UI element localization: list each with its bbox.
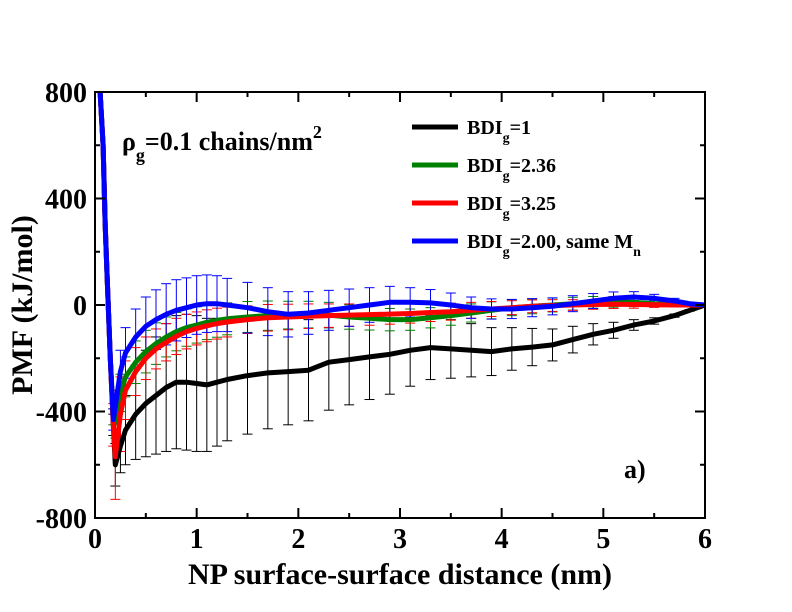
legend-label-0: BDIg=1 xyxy=(467,117,531,146)
x-tick-label: 6 xyxy=(698,524,712,555)
series-line-0 xyxy=(97,91,706,468)
legend-label-2: BDIg=3.25 xyxy=(467,193,556,222)
rho-symbol: ρ xyxy=(122,127,136,156)
legend-label-3: BDIg=2.00, same Mn xyxy=(467,231,641,260)
y-tick-label: -400 xyxy=(36,398,87,429)
x-axis-title: NP surface-surface distance (nm) xyxy=(188,558,612,591)
y-axis-title: PMF (kJ/mol) xyxy=(6,215,39,395)
y-tick-label: 800 xyxy=(45,78,87,109)
x-tick-label: 1 xyxy=(190,524,204,555)
y-tick-label: 400 xyxy=(45,185,87,216)
y-tick-label: 0 xyxy=(73,291,87,322)
series-line-3 xyxy=(97,91,706,422)
legend: BDIg=1 BDIg=2.36 BDIg=3.25 BDIg=2.00, same … xyxy=(412,117,641,260)
rho-value-text: =0.1 chains/nm xyxy=(145,127,313,156)
ticks-layer: 0 1 2 3 4 5 6 -800 -400 0 400 800 xyxy=(36,78,712,555)
series-lines-layer xyxy=(97,91,706,468)
rho-superscript: 2 xyxy=(313,122,322,142)
x-tick-label: 5 xyxy=(596,524,610,555)
x-tick-label: 2 xyxy=(291,524,305,555)
y-tick-label: -800 xyxy=(36,504,87,535)
rho-subscript: g xyxy=(136,145,145,165)
legend-label-1: BDIg=2.36 xyxy=(467,155,556,184)
x-tick-label: 0 xyxy=(88,524,102,555)
panel-label: a) xyxy=(624,455,646,484)
x-tick-label: 3 xyxy=(393,524,407,555)
x-tick-label: 4 xyxy=(495,524,509,555)
grafting-density-annotation: ρg=0.1 chains/nm2 xyxy=(122,122,322,165)
